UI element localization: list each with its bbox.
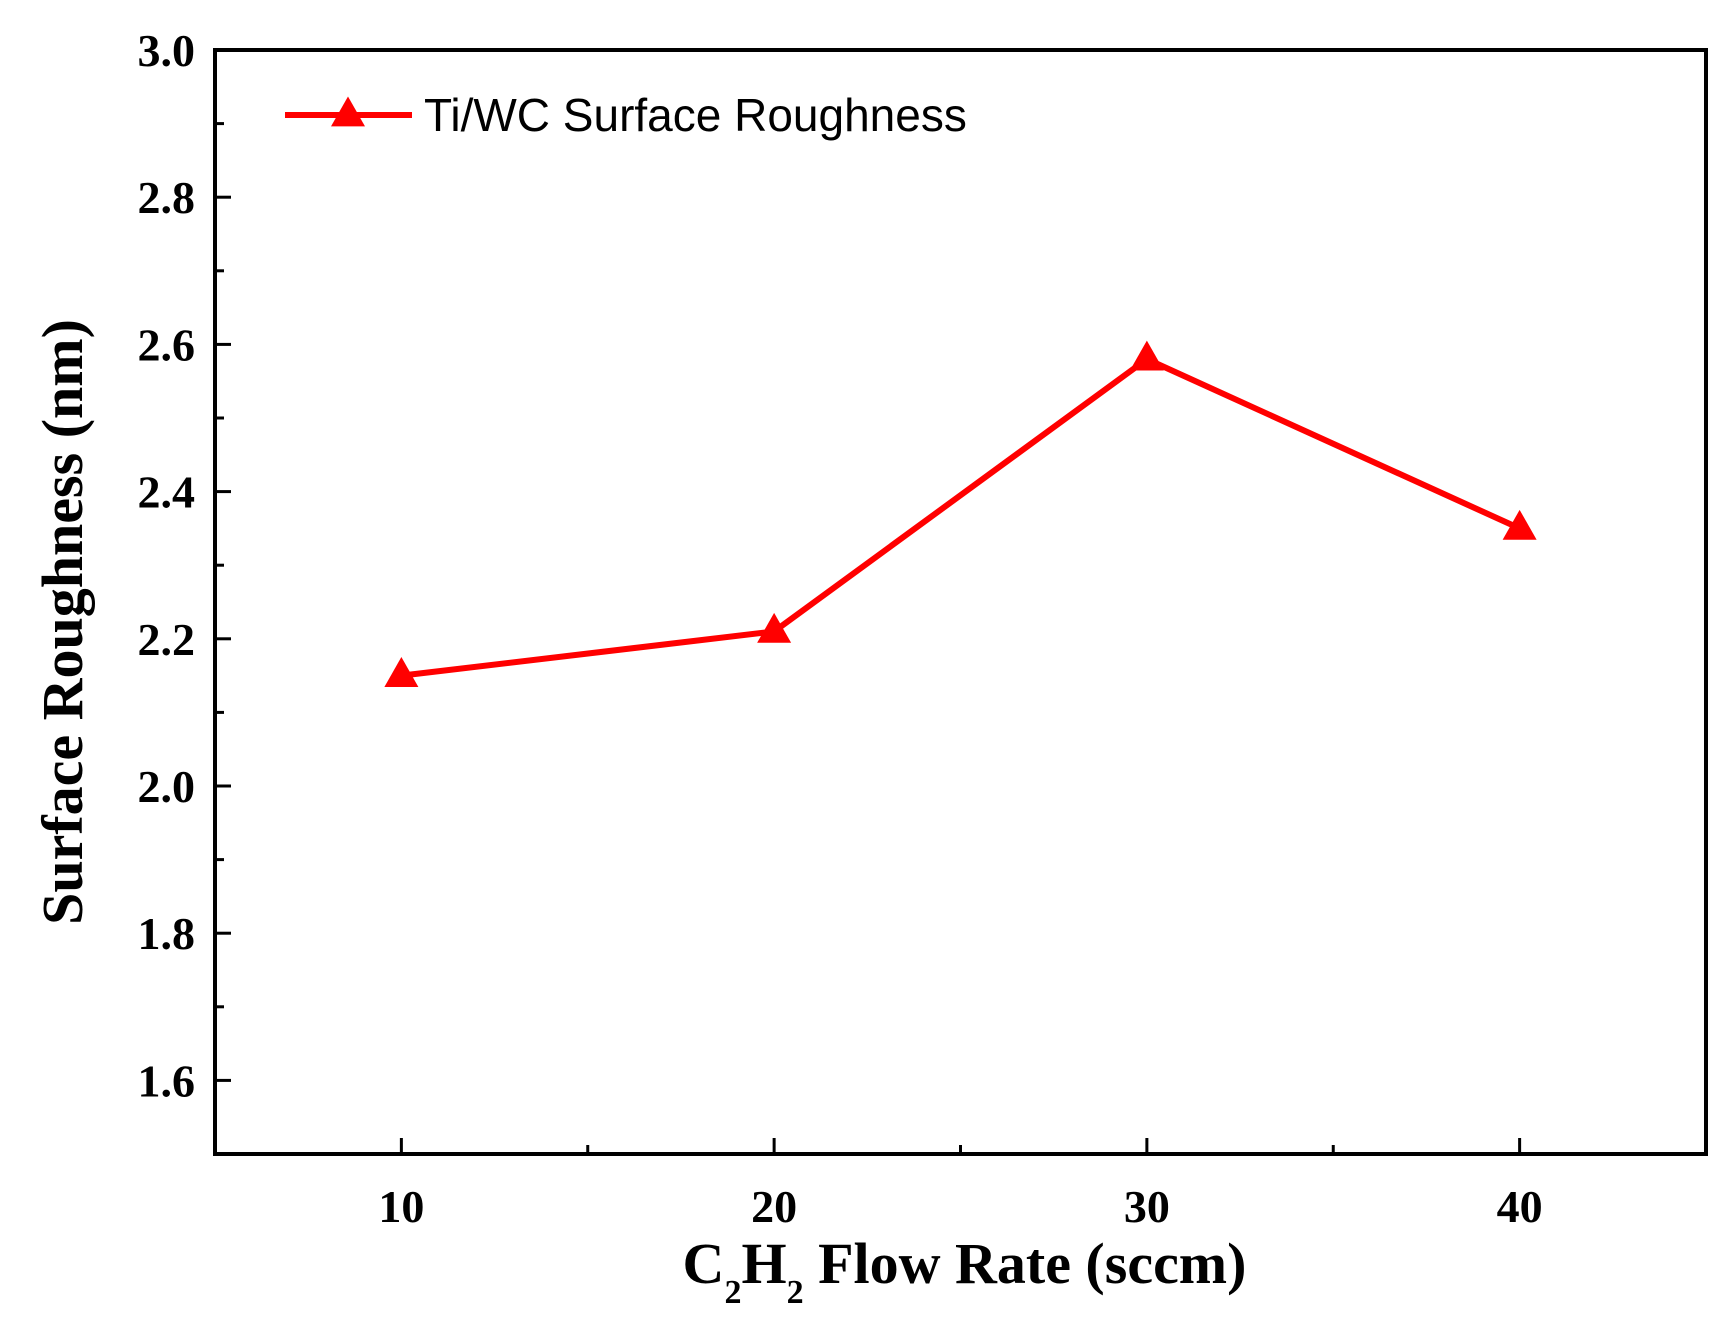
- x-axis-title-sub-2: 2: [787, 1274, 804, 1311]
- x-tick-label: 10: [378, 1181, 424, 1232]
- x-axis-title-c: C: [683, 1231, 725, 1296]
- x-tick-label: 20: [751, 1181, 797, 1232]
- x-axis-title-h: H: [741, 1231, 786, 1296]
- data-point-marker: [384, 657, 419, 687]
- x-axis-title: C2H2 Flow Rate (sccm): [683, 1231, 1247, 1311]
- x-axis-title-sub-1: 2: [724, 1274, 741, 1311]
- y-tick-label: 2.0: [138, 761, 196, 812]
- x-tick-label: 30: [1124, 1181, 1170, 1232]
- y-tick-label: 2.8: [138, 172, 196, 223]
- data-point-marker: [1502, 509, 1537, 540]
- data-point-marker: [1129, 340, 1164, 371]
- y-tick-label: 1.6: [138, 1055, 196, 1106]
- y-axis-title: Surface Roughness (nm): [30, 319, 95, 925]
- plot-border: [213, 48, 1708, 1156]
- series-line: [401, 355, 1521, 679]
- series-layer: [384, 340, 1537, 687]
- x-axis-title-rest: Flow Rate (sccm): [804, 1231, 1247, 1296]
- y-tick-label: 2.4: [138, 467, 196, 518]
- minor-ticks: [215, 122, 1335, 1154]
- legend-label: Ti/WC Surface Roughness: [424, 89, 967, 141]
- x-tick-label: 40: [1497, 1181, 1543, 1232]
- y-tick-label: 3.0: [138, 25, 196, 76]
- plot-frame: [213, 48, 1708, 1156]
- y-axis-ticks: 1.6 1.8 2.0 2.2 2.4 2.6 2.8 3.0: [138, 25, 231, 1106]
- data-point-marker: [757, 612, 792, 643]
- y-tick-label: 1.8: [138, 908, 196, 959]
- y-tick-label: 2.6: [138, 319, 196, 370]
- legend: Ti/WC Surface Roughness: [285, 89, 967, 141]
- legend-marker-triangle: [331, 96, 365, 127]
- y-tick-label: 2.2: [138, 614, 196, 665]
- x-axis-ticks: 10 20 30 40: [378, 1138, 1543, 1232]
